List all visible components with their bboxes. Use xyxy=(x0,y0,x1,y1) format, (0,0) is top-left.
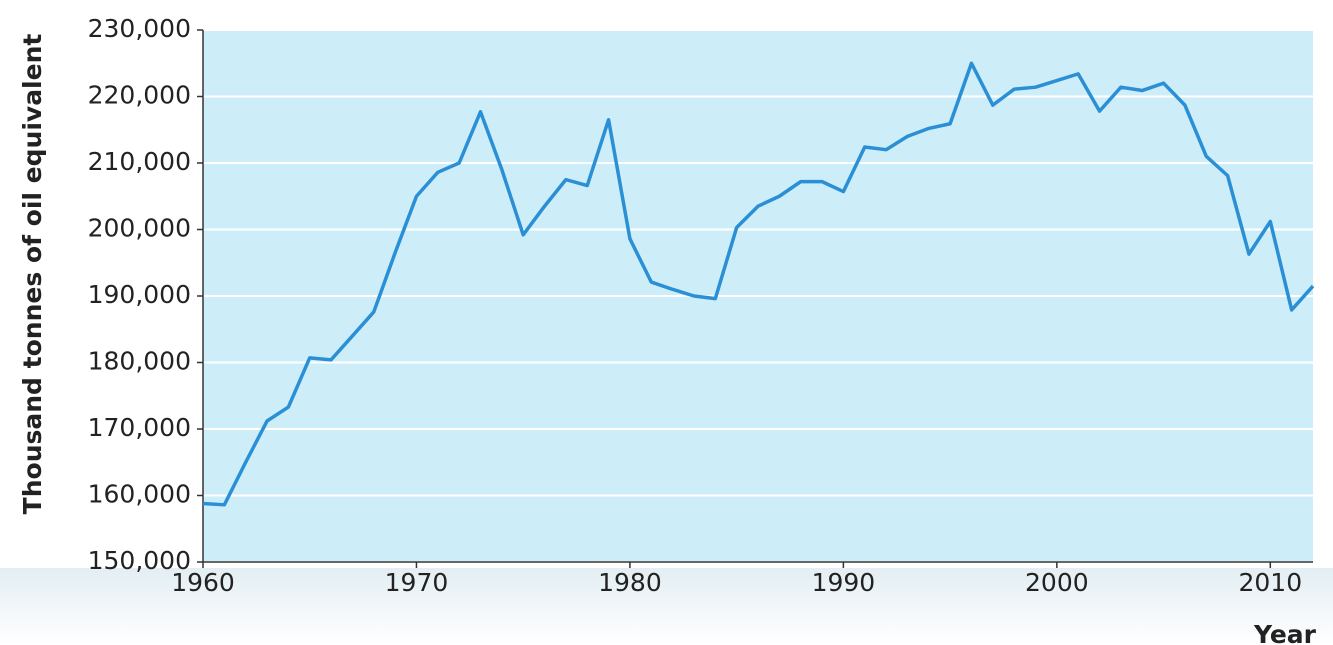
x-tick-label: 1980 xyxy=(598,568,662,597)
data-line xyxy=(202,61,1315,507)
y-tick-label: 210,000 xyxy=(88,147,191,176)
x-axis-title: Year xyxy=(1253,620,1317,645)
footer-band xyxy=(0,568,1333,645)
y-tick-label: 170,000 xyxy=(88,413,191,442)
y-tick-label: 200,000 xyxy=(88,214,191,243)
y-tick-label: 180,000 xyxy=(88,347,191,376)
y-tick-label: 190,000 xyxy=(88,280,191,309)
x-tick-label: 1970 xyxy=(385,568,449,597)
x-tick-label: 1960 xyxy=(171,568,235,597)
y-tick-label: 160,000 xyxy=(88,480,191,509)
x-tick-label: 1990 xyxy=(812,568,876,597)
y-axis-title: Thousand tonnes of oil equivalent xyxy=(18,34,47,515)
x-tick-label: 2010 xyxy=(1238,568,1302,597)
y-tick-label: 150,000 xyxy=(88,546,191,575)
grid xyxy=(203,29,1313,563)
x-tick-label: 2000 xyxy=(1025,568,1089,597)
y-tick-label: 230,000 xyxy=(88,14,191,43)
y-tick-label: 220,000 xyxy=(88,81,191,110)
